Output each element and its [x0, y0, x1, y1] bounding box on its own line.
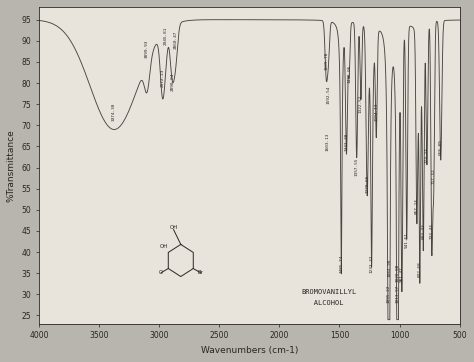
X-axis label: Wavenumbers (cm-1): Wavenumbers (cm-1)	[201, 346, 298, 355]
Text: 857.24: 857.24	[415, 198, 419, 214]
Text: 2890.04: 2890.04	[170, 73, 174, 92]
Text: 1609.78: 1609.78	[324, 52, 328, 70]
Text: 3374.30: 3374.30	[112, 103, 116, 121]
Text: 1485.74: 1485.74	[339, 255, 343, 273]
Text: O: O	[159, 270, 163, 275]
Text: 1013.97: 1013.97	[396, 285, 400, 303]
Text: 1233.32: 1233.32	[370, 255, 374, 273]
Text: OH: OH	[160, 244, 168, 249]
Text: 2945.81: 2945.81	[164, 26, 168, 45]
Text: 773.23: 773.23	[425, 148, 429, 163]
Y-axis label: %Transmittance: %Transmittance	[7, 129, 16, 202]
Text: OH: OH	[170, 225, 178, 230]
Text: 733.43: 733.43	[429, 224, 434, 239]
Text: 1095.22: 1095.22	[386, 285, 390, 303]
Text: 1603.13: 1603.13	[325, 132, 329, 151]
Text: BROMOVANILLYL: BROMOVANILLYL	[301, 289, 356, 295]
Text: 2972.23: 2972.23	[161, 69, 164, 87]
Text: 1420.06: 1420.06	[347, 65, 351, 83]
Text: 941.61: 941.61	[405, 232, 409, 248]
Text: 3099.93: 3099.93	[145, 39, 149, 58]
Text: 1592.54: 1592.54	[327, 86, 330, 104]
Text: 1442.30: 1442.30	[345, 132, 348, 151]
Text: 803.32: 803.32	[421, 224, 425, 239]
Text: 658.89: 658.89	[438, 139, 443, 155]
Text: ALCOHOL: ALCOHOL	[301, 300, 344, 306]
Text: 1020.88: 1020.88	[395, 263, 399, 282]
Text: Br: Br	[197, 270, 203, 275]
Text: 832.68: 832.68	[418, 262, 422, 277]
Text: 1322.52: 1322.52	[359, 94, 363, 113]
Text: 2860.47: 2860.47	[174, 31, 178, 49]
Text: 981.47: 981.47	[400, 266, 404, 282]
Text: 1357.55: 1357.55	[355, 157, 359, 176]
Text: 1270.65: 1270.65	[365, 174, 369, 193]
Text: 717.52: 717.52	[432, 169, 436, 184]
Text: 1194.13: 1194.13	[374, 103, 378, 121]
Text: 1084.90: 1084.90	[387, 259, 392, 277]
